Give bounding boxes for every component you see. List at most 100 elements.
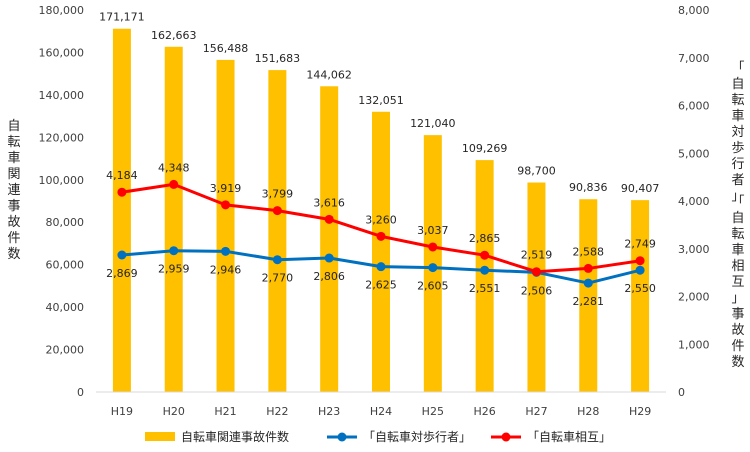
pedestrian-value-label-H19: 2,869 <box>106 267 138 280</box>
pedestrian-point-H28 <box>583 278 593 288</box>
x-tick-label-H23: H23 <box>318 405 340 418</box>
x-axis-ticks: H19 H20 H21 H22 H23 H24 H25 H26 H27 H28 H29 <box>111 405 651 418</box>
mutual-value-label-H26: 2,865 <box>469 232 501 245</box>
right-tick-label: 3,000 <box>678 243 710 256</box>
x-tick-label-H19: H19 <box>111 405 133 418</box>
pedestrian-point-H21 <box>221 246 231 256</box>
left-tick-label: 0 <box>77 386 84 399</box>
legend-swatch-accidents <box>145 432 175 441</box>
left-tick-label: 20,000 <box>46 344 85 357</box>
x-tick-label-H24: H24 <box>370 405 392 418</box>
left-tick-label: 180,000 <box>39 4 85 17</box>
mutual-point-H28 <box>583 263 593 273</box>
left-tick-label: 160,000 <box>39 46 85 59</box>
mutual-value-label-H24: 3,260 <box>365 213 397 226</box>
x-tick-label-H25: H25 <box>422 405 444 418</box>
bar-value-label-H28: 90,836 <box>569 181 608 194</box>
x-tick-label-H27: H27 <box>525 405 547 418</box>
left-axis-title-text: 自転車関連事故件数 <box>7 119 20 262</box>
bar-series-group <box>112 28 650 393</box>
pedestrian-value-label-H23: 2,806 <box>313 270 345 283</box>
mutual-value-label-H20: 4,348 <box>158 161 190 174</box>
pedestrian-value-label-H22: 2,770 <box>262 272 294 285</box>
bar-H19 <box>112 28 131 393</box>
x-tick-label-H29: H29 <box>629 405 651 418</box>
left-tick-label: 140,000 <box>39 89 85 102</box>
mutual-point-H27 <box>531 267 541 277</box>
legend: 自転車関連事故件数 「自転車対歩行者」 「自転車相互」 <box>145 429 611 444</box>
data-labels-group: 171,171 162,663 156,488 151,683 144,062 132,0… <box>99 11 659 308</box>
pedestrian-point-H24 <box>376 262 386 272</box>
pedestrian-point-H22 <box>272 255 282 265</box>
right-tick-label: 0 <box>678 386 685 399</box>
legend-label-pedestrian: 「自転車対歩行者」 <box>363 429 471 444</box>
pedestrian-point-H20 <box>169 246 179 256</box>
bar-H28 <box>579 199 598 392</box>
x-tick-label-H20: H20 <box>163 405 185 418</box>
legend-marker-mutual <box>501 432 511 442</box>
mutual-point-H22 <box>272 206 282 216</box>
bar-value-label-H20: 162,663 <box>151 29 197 42</box>
right-axis-title-line-1: 「自転車対歩行者」 <box>731 61 744 204</box>
left-tick-label: 60,000 <box>46 259 85 272</box>
legend-marker-pedestrian <box>337 432 347 442</box>
mutual-point-H23 <box>324 214 334 224</box>
right-tick-label: 4,000 <box>678 195 710 208</box>
legend-item-mutual: 「自転車相互」 <box>491 430 611 444</box>
pedestrian-value-label-H29: 2,550 <box>624 282 656 295</box>
mutual-point-H24 <box>376 231 386 241</box>
mutual-value-label-H25: 3,037 <box>417 224 449 237</box>
mutual-value-label-H21: 3,919 <box>210 182 242 195</box>
x-tick-label-H26: H26 <box>473 405 495 418</box>
left-tick-label: 80,000 <box>46 216 85 229</box>
bar-value-label-H24: 132,051 <box>358 94 404 107</box>
right-tick-label: 2,000 <box>678 291 710 304</box>
bar-H24 <box>372 111 390 393</box>
legend-label-mutual: 「自転車相互」 <box>527 430 611 444</box>
mutual-value-label-H22: 3,799 <box>262 188 294 201</box>
left-axis-title: 自転車関連事故件数 <box>7 119 20 262</box>
left-axis-ticks: 0 20,000 40,000 60,000 80,000 100,000 120,000 1… <box>39 4 85 399</box>
bar-value-label-H29: 90,407 <box>621 182 660 195</box>
left-tick-label: 120,000 <box>39 131 85 144</box>
right-axis-title-line-2: 「自転車相互」事故件数 <box>731 195 744 370</box>
bar-value-label-H25: 121,040 <box>410 117 456 130</box>
bar-H22 <box>268 70 287 392</box>
mutual-point-H26 <box>480 250 490 260</box>
right-tick-label: 5,000 <box>678 147 710 160</box>
legend-label-accidents: 自転車関連事故件数 <box>181 429 289 444</box>
bar-H21 <box>216 59 235 392</box>
mutual-point-H29 <box>635 256 645 266</box>
mutual-value-label-H19: 4,184 <box>106 169 138 182</box>
legend-item-pedestrian: 「自転車対歩行者」 <box>327 429 471 444</box>
x-tick-label-H28: H28 <box>577 405 599 418</box>
bar-value-label-H26: 109,269 <box>462 142 508 155</box>
bar-value-label-H19: 171,171 <box>99 11 145 24</box>
pedestrian-value-label-H28: 2,281 <box>573 295 605 308</box>
mutual-value-label-H28: 2,588 <box>573 245 605 258</box>
mutual-point-H25 <box>428 242 438 252</box>
bar-H27 <box>527 182 546 392</box>
mutual-point-H19 <box>117 187 127 197</box>
legend-item-accidents: 自転車関連事故件数 <box>145 429 289 444</box>
bar-value-label-H23: 144,062 <box>306 68 352 81</box>
bar-H29 <box>631 200 650 392</box>
bar-H23 <box>320 86 339 392</box>
right-tick-label: 8,000 <box>678 4 710 17</box>
pedestrian-value-label-H26: 2,551 <box>469 282 501 295</box>
pedestrian-value-label-H25: 2,605 <box>417 280 449 293</box>
bar-value-label-H22: 151,683 <box>255 52 301 65</box>
bar-value-label-H21: 156,488 <box>203 42 249 55</box>
right-axis-title: 「自転車対歩行者」「自転車相互」事故件数 <box>731 61 744 370</box>
pedestrian-point-H26 <box>480 265 490 275</box>
line-series-group <box>117 179 645 288</box>
bar-value-label-H27: 98,700 <box>517 165 556 178</box>
right-tick-label: 1,000 <box>678 338 710 351</box>
left-tick-label: 100,000 <box>39 174 85 187</box>
x-tick-label-H22: H22 <box>266 405 288 418</box>
mutual-point-H21 <box>221 200 231 210</box>
bar-H20 <box>164 46 183 392</box>
pedestrian-point-H25 <box>428 263 438 273</box>
pedestrian-point-H19 <box>117 250 127 260</box>
